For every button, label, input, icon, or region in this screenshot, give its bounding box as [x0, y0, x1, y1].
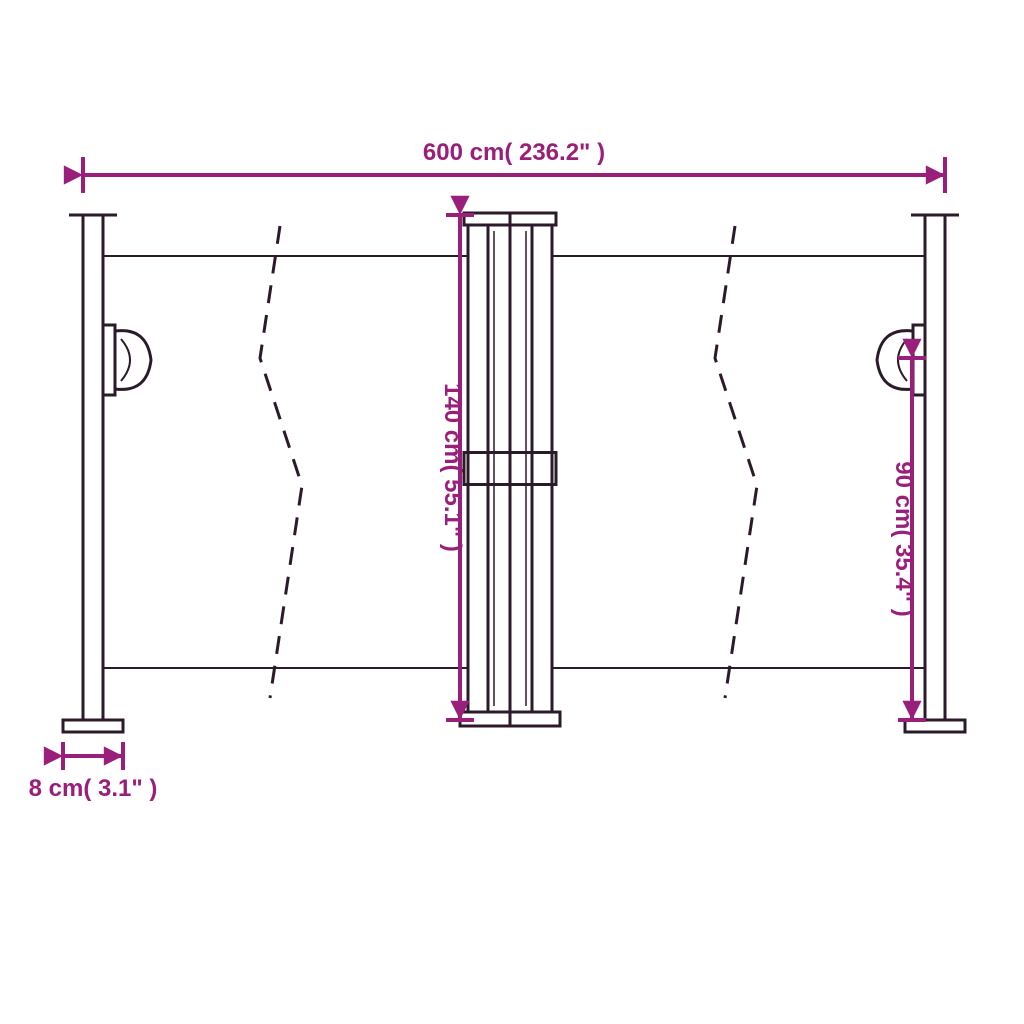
left-post-handle [103, 325, 151, 395]
fabric-panels [103, 256, 925, 668]
left-post [63, 215, 151, 732]
dim-base-width: 8 cm( 3.1" ) [29, 742, 158, 802]
center-cassette [460, 213, 560, 726]
dim-total-width: 600 cm( 236.2" ) [83, 139, 945, 193]
dim-height-90: 90 cm( 35.4" ) [890, 358, 926, 720]
label-base-width: 8 cm( 3.1" ) [29, 775, 158, 802]
label-total-width: 600 cm( 236.2" ) [423, 139, 605, 166]
label-height-90: 90 cm( 35.4" ) [890, 461, 917, 616]
label-height-140: 140 cm( 55.1" ) [439, 383, 466, 552]
